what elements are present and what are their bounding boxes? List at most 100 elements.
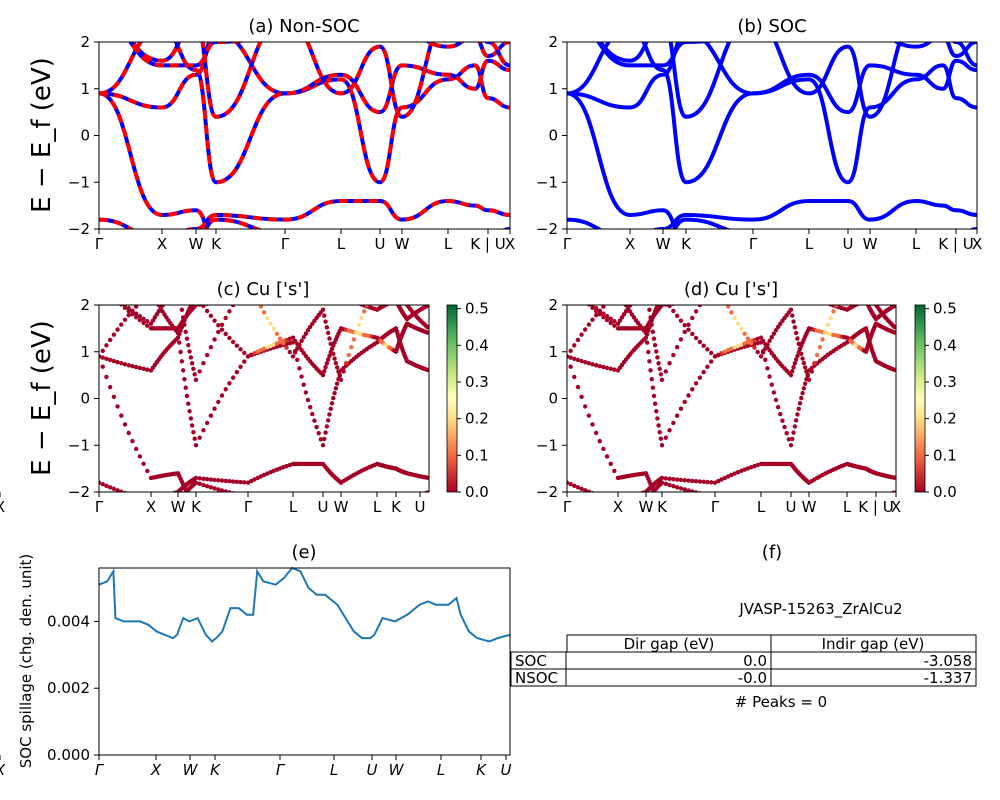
band-point [797, 511, 801, 515]
band-point [322, 281, 326, 285]
band-point [384, 510, 388, 514]
band-point [705, 512, 709, 516]
band-point [312, 282, 316, 286]
band-point [382, 281, 386, 285]
band-point [338, 293, 342, 297]
band-point [307, 404, 313, 410]
band-point [568, 355, 573, 360]
band-point [862, 299, 866, 303]
band-point [612, 468, 617, 474]
band-point [227, 300, 231, 304]
band-point [234, 479, 240, 485]
band-point [104, 287, 108, 291]
band-point [197, 476, 202, 481]
band-point [318, 437, 324, 442]
row-nsoc-dir: -0.0 [738, 669, 767, 687]
band-point [357, 516, 361, 520]
band-point [104, 483, 109, 489]
x-tick-label: K [210, 761, 221, 779]
band-point [402, 298, 406, 302]
band-point [790, 368, 795, 374]
band-point [333, 360, 339, 366]
band-point [678, 318, 684, 323]
band-point [817, 344, 823, 350]
band-point [789, 279, 793, 283]
x-tick-label: L [757, 498, 766, 516]
band-point [601, 495, 605, 499]
band-point [362, 501, 366, 505]
row-soc-dir: 0.0 [743, 652, 767, 670]
band-point [119, 305, 124, 307]
band-point [274, 331, 280, 336]
band-point [601, 311, 606, 316]
band-point [749, 517, 753, 521]
band-point [319, 280, 323, 284]
x-tick-label: K | U [470, 235, 505, 253]
band-point [697, 305, 703, 308]
band-point [382, 512, 386, 516]
band-point [860, 300, 864, 304]
band-point [324, 361, 330, 366]
band-point [815, 297, 819, 301]
band-point [421, 492, 425, 496]
band-point [755, 349, 760, 355]
y-tick-label: 0 [80, 127, 90, 145]
band-point [107, 384, 113, 390]
band-point [312, 511, 316, 515]
band-point [742, 331, 747, 336]
band-point [255, 514, 259, 518]
band-point [130, 493, 134, 497]
band-point [748, 340, 754, 346]
band-point [679, 508, 683, 512]
band-point [134, 495, 138, 499]
band-point [115, 299, 119, 303]
band-point [316, 431, 321, 436]
band-point [701, 369, 706, 375]
band-point [572, 508, 576, 512]
band-point [223, 331, 228, 337]
band-point [800, 356, 805, 361]
band-point [729, 500, 733, 504]
band-point [736, 502, 740, 506]
band-point [765, 509, 769, 513]
band-point [630, 501, 634, 505]
band-point [104, 356, 109, 361]
band-point [112, 293, 116, 297]
band-point [297, 515, 301, 519]
band-point [238, 493, 242, 497]
band-point [293, 517, 297, 521]
band-point [287, 349, 292, 355]
band-line-down [129, 42, 510, 119]
band-point [386, 282, 390, 286]
band-point [608, 316, 613, 321]
band-point [892, 330, 896, 335]
band-point [164, 493, 168, 497]
band-point [383, 511, 387, 515]
band-point [177, 292, 181, 296]
band-point [597, 308, 602, 314]
band-point [281, 340, 286, 346]
x-tick-label: X [0, 761, 6, 779]
band-point [594, 492, 598, 496]
band-point [701, 512, 705, 516]
band-point [799, 351, 804, 357]
x-tick-label: Γ [95, 235, 104, 253]
band-point [852, 506, 856, 510]
band-point [572, 374, 577, 380]
band-point [290, 335, 296, 340]
band-point [111, 332, 117, 337]
band-point [732, 345, 737, 350]
band-point [630, 301, 634, 305]
band-line-down [99, 91, 510, 229]
band-point [770, 509, 774, 513]
band-point [332, 390, 337, 396]
band-point [201, 428, 206, 433]
band-point [686, 327, 691, 332]
band-point [797, 286, 801, 290]
band-point [317, 281, 321, 285]
band-point [659, 443, 665, 448]
band-point [97, 279, 101, 283]
band-point [767, 515, 771, 519]
band-point [858, 283, 862, 287]
